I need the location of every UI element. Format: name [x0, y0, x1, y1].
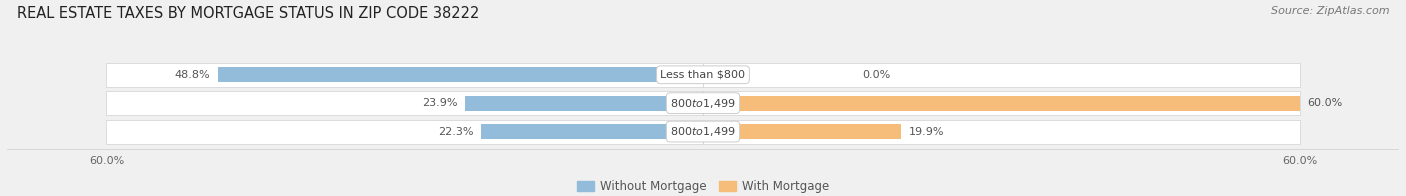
Bar: [107, 120, 703, 143]
Text: REAL ESTATE TAXES BY MORTGAGE STATUS IN ZIP CODE 38222: REAL ESTATE TAXES BY MORTGAGE STATUS IN …: [17, 6, 479, 21]
Text: 48.8%: 48.8%: [174, 70, 209, 80]
Bar: [703, 96, 1299, 111]
Text: $800 to $1,499: $800 to $1,499: [671, 125, 735, 138]
Bar: [703, 63, 1299, 87]
Text: Source: ZipAtlas.com: Source: ZipAtlas.com: [1271, 6, 1389, 16]
Legend: Without Mortgage, With Mortgage: Without Mortgage, With Mortgage: [572, 175, 834, 196]
Text: 60.0%: 60.0%: [1308, 98, 1343, 108]
Text: 19.9%: 19.9%: [908, 127, 945, 137]
Bar: [107, 63, 703, 87]
Text: $800 to $1,499: $800 to $1,499: [671, 97, 735, 110]
Text: Less than $800: Less than $800: [661, 70, 745, 80]
Bar: [481, 124, 703, 139]
Bar: [107, 91, 703, 115]
Text: 22.3%: 22.3%: [437, 127, 474, 137]
Text: 23.9%: 23.9%: [422, 98, 457, 108]
Bar: [703, 124, 901, 139]
Bar: [465, 96, 703, 111]
Bar: [703, 91, 1299, 115]
Bar: [703, 120, 1299, 143]
Bar: [218, 67, 703, 82]
Text: 0.0%: 0.0%: [862, 70, 890, 80]
